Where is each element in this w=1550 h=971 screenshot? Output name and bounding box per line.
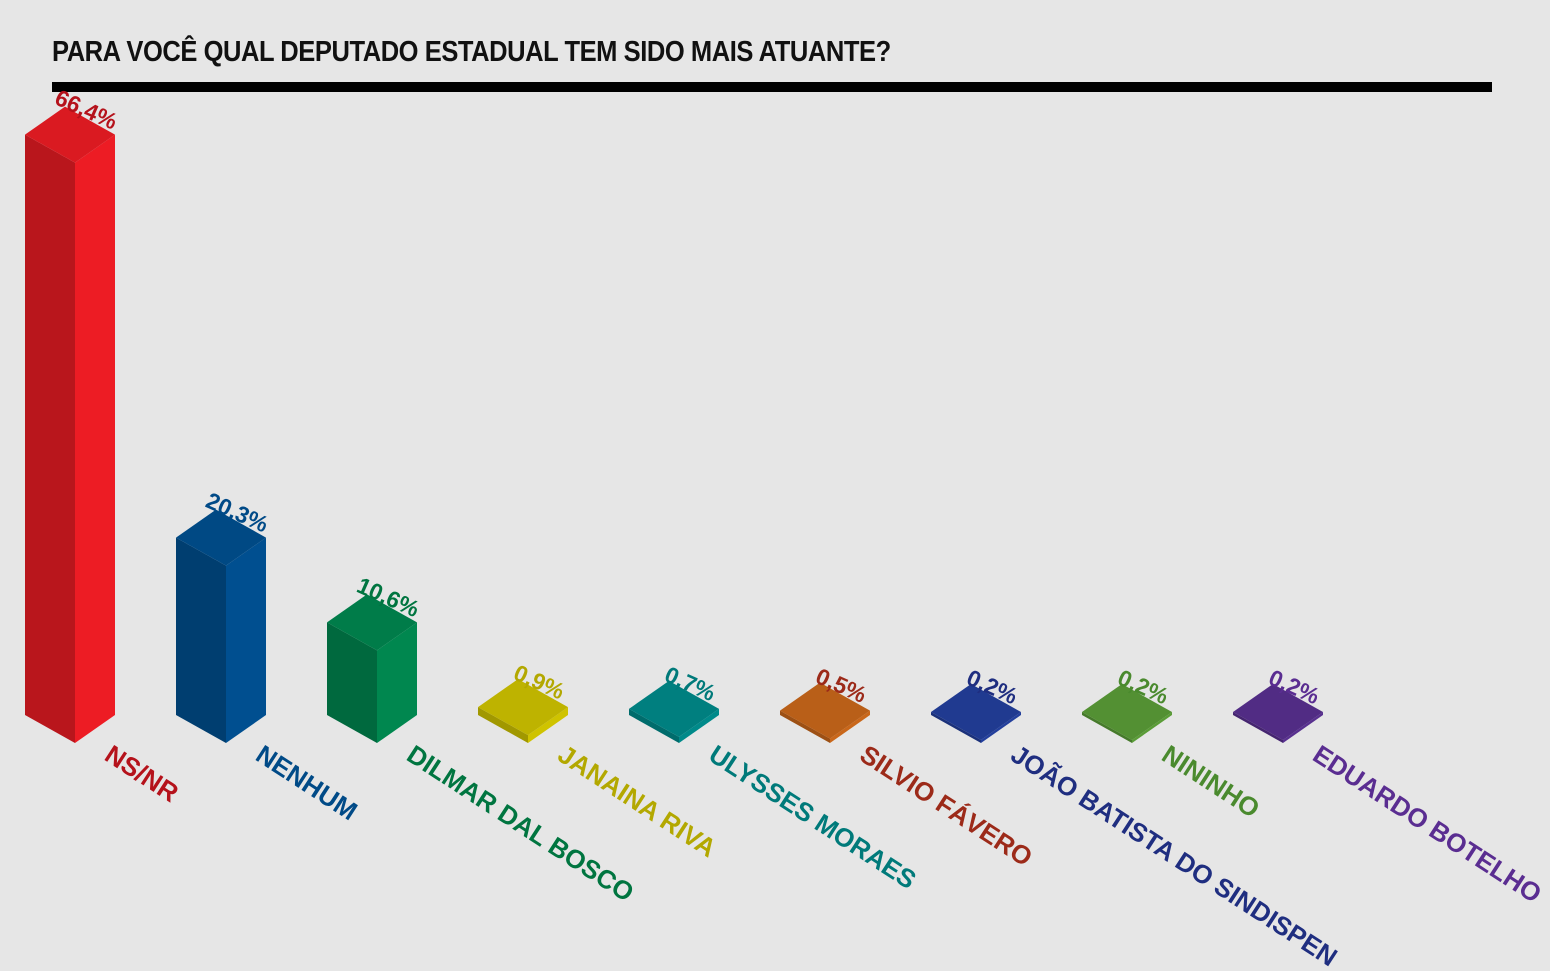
bar-front-face xyxy=(780,710,830,743)
category-label-nininho: NININHO xyxy=(1157,739,1265,824)
bar-side-face xyxy=(679,708,719,743)
category-label-eduardo-botelho: EDUARDO BOTELHO xyxy=(1308,739,1547,909)
category-label-ns-nr: NS/NR xyxy=(100,739,184,808)
bar-top-face xyxy=(1082,684,1172,740)
bar-side-face xyxy=(1283,712,1323,743)
bar-side-face xyxy=(981,712,1021,743)
bar-top-face xyxy=(176,509,266,566)
bar-side-face xyxy=(830,710,870,743)
bar-side-face xyxy=(377,622,417,743)
bar-top-face xyxy=(780,682,870,739)
bar-front-face xyxy=(176,537,226,743)
bar-eduardo-botelho xyxy=(1233,684,1323,743)
bar-side-face xyxy=(75,134,115,743)
bar-dilmar-dal-bosco xyxy=(327,594,417,743)
bar-side-face xyxy=(1132,712,1172,743)
bar-front-face xyxy=(25,134,75,743)
bar-top-face xyxy=(931,684,1021,740)
bar-front-face xyxy=(1082,712,1132,743)
bar-side-face xyxy=(528,707,568,743)
bar-side-face xyxy=(226,537,266,743)
bar-janaina-riva xyxy=(478,679,568,743)
title-divider xyxy=(52,82,1492,92)
bar-ns-nr xyxy=(25,106,115,743)
bar-top-face xyxy=(629,680,719,737)
bar-ulysses-moraes xyxy=(629,680,719,743)
bar-front-face xyxy=(478,707,528,743)
bar-silvio-favero xyxy=(780,682,870,743)
bar-top-face xyxy=(25,106,115,163)
bar-front-face xyxy=(327,622,377,743)
bar-front-face xyxy=(629,708,679,743)
bar-nenhum xyxy=(176,509,266,743)
bar-front-face xyxy=(931,712,981,743)
bar-top-face xyxy=(478,679,568,736)
bar-front-face xyxy=(1233,712,1283,743)
category-label-nenhum: NENHUM xyxy=(251,739,363,826)
bar-joao-batista-do-sindispen xyxy=(931,684,1021,743)
bar-top-face xyxy=(1233,684,1323,740)
bar-top-face xyxy=(327,594,417,651)
bar-nininho xyxy=(1082,684,1172,743)
chart-title: PARA VOCÊ QUAL DEPUTADO ESTADUAL TEM SID… xyxy=(52,36,891,68)
